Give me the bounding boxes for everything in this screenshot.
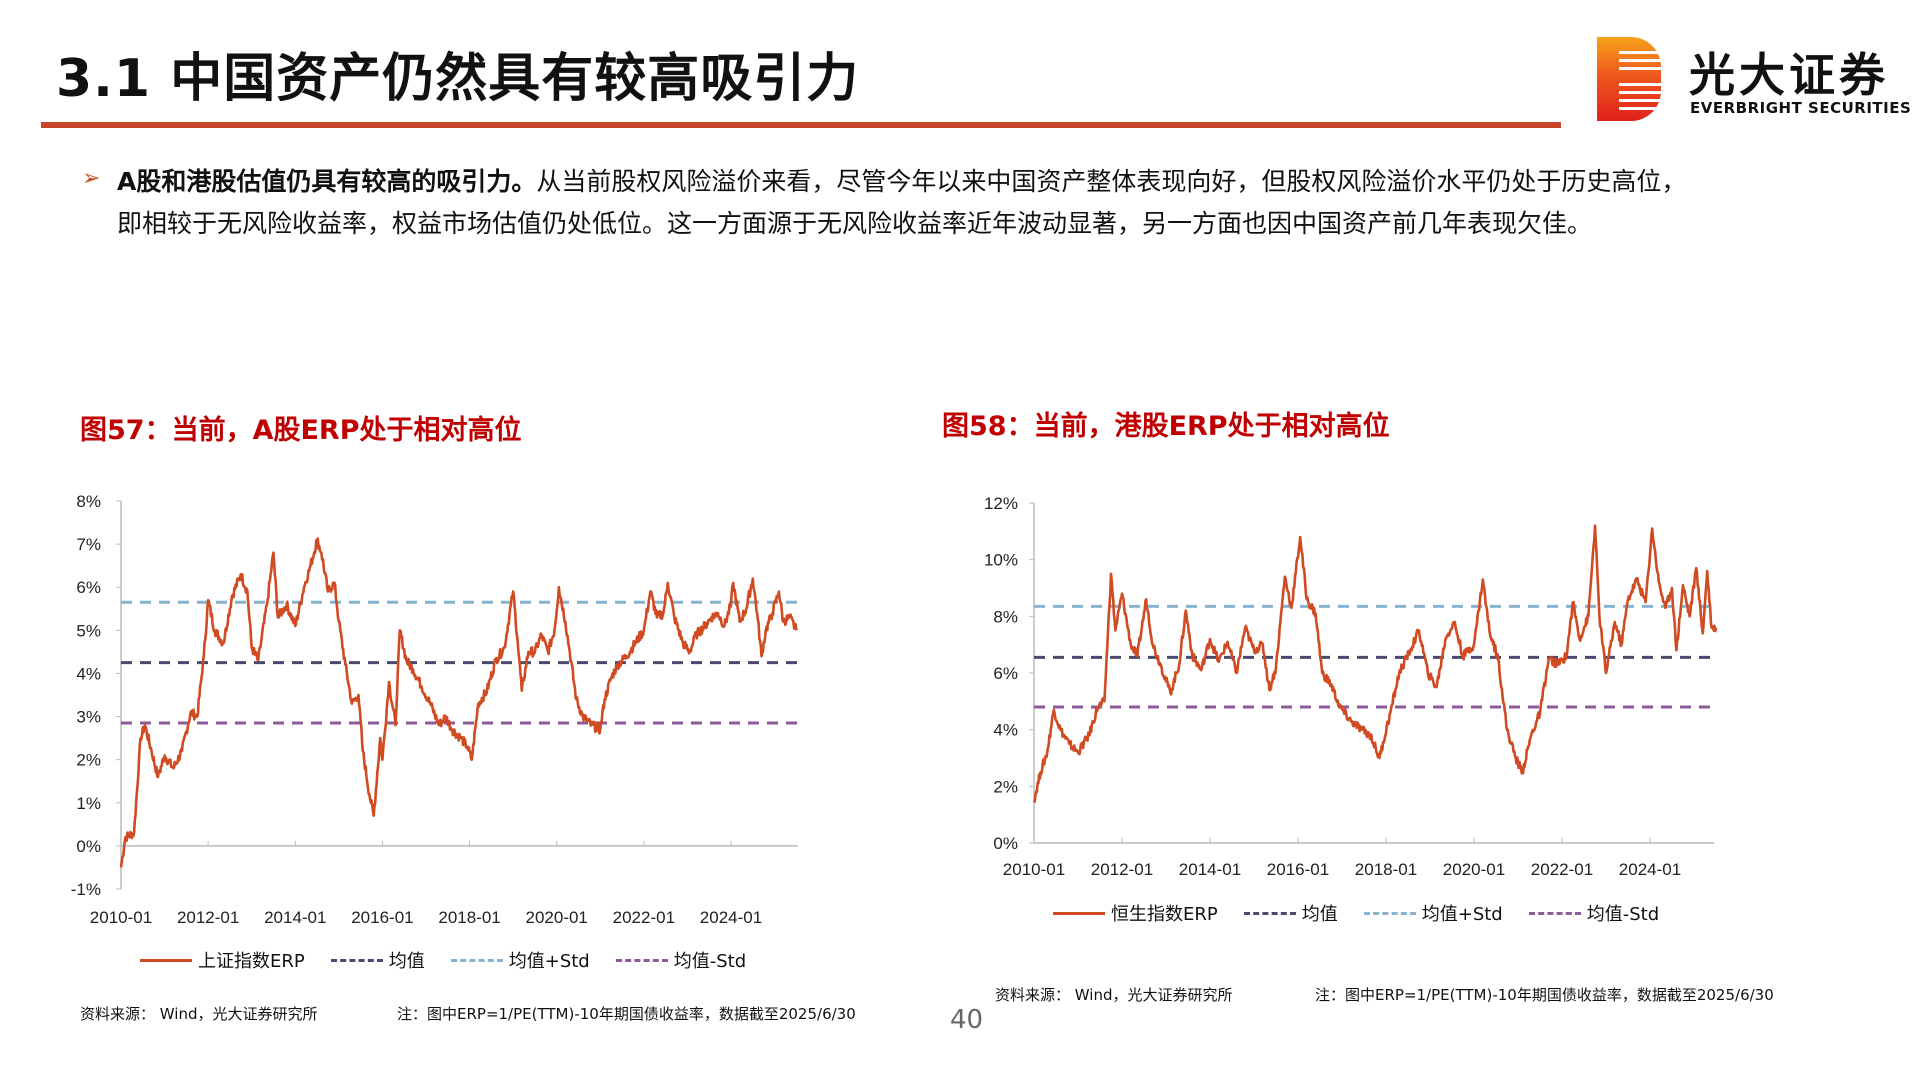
chart-58-legend: 恒生指数ERP 均值 均值+Std 均值-Std <box>1053 900 1659 926</box>
legend-dash-icon <box>615 958 668 962</box>
logo-chinese-name: 光大证券 <box>1689 48 1889 102</box>
x-tick-label: 2012-01 <box>177 908 239 927</box>
bullet-lead: A股和港股估值仍具有较高的吸引力。 <box>117 167 537 196</box>
y-tick-label: 3% <box>76 708 101 727</box>
legend-label: 均值+Std <box>508 951 590 972</box>
y-tick-label: 6% <box>993 664 1018 683</box>
legend-label: 均值 <box>388 951 425 972</box>
x-tick-label: 2024-01 <box>1619 860 1681 879</box>
y-tick-label: 4% <box>993 721 1018 740</box>
y-tick-label: 5% <box>76 621 101 640</box>
chart-57-title: 图57：当前，A股ERP处于相对高位 <box>80 415 522 446</box>
legend-minus-std: 均值-Std <box>615 947 747 973</box>
y-tick-label: 12% <box>984 494 1018 513</box>
y-tick-label: 4% <box>76 664 101 683</box>
legend-series: 上证指数ERP <box>140 947 305 973</box>
y-tick-label: 1% <box>76 794 101 813</box>
y-tick-label: 8% <box>76 492 101 511</box>
legend-dash-icon <box>450 958 503 962</box>
legend-label: 均值-Std <box>673 951 747 972</box>
chart-58-source: 资料来源： Wind，光大证券研究所 <box>995 986 1233 1004</box>
x-tick-label: 2016-01 <box>1267 860 1329 879</box>
x-tick-label: 2014-01 <box>264 908 326 927</box>
y-tick-label: 2% <box>76 751 101 770</box>
legend-minus-std: 均值-Std <box>1528 900 1660 926</box>
bullet-arrow-icon: ➢ <box>82 166 101 191</box>
y-tick-label: 0% <box>993 834 1018 853</box>
legend-plus-std: 均值+Std <box>450 947 590 973</box>
legend-label: 上证指数ERP <box>198 951 305 972</box>
title-divider <box>41 122 1561 128</box>
legend-dash-icon <box>330 958 383 962</box>
y-tick-label: -1% <box>71 880 101 899</box>
y-tick-label: 0% <box>76 837 101 856</box>
page-number: 40 <box>950 1005 984 1035</box>
legend-solid-line-icon <box>1053 911 1105 915</box>
x-tick-label: 2024-01 <box>700 908 762 927</box>
legend-dash-icon <box>1528 911 1581 915</box>
legend-dash-icon <box>1243 911 1296 915</box>
x-tick-label: 2018-01 <box>1355 860 1417 879</box>
logo-b-mark-icon <box>1597 37 1661 121</box>
y-tick-label: 10% <box>984 551 1018 570</box>
x-tick-label: 2022-01 <box>1531 860 1593 879</box>
legend-label: 均值 <box>1301 904 1338 925</box>
x-tick-label: 2020-01 <box>526 908 588 927</box>
chart-57-legend: 上证指数ERP 均值 均值+Std 均值-Std <box>140 947 746 973</box>
bullet-rest: 从当前股权风险溢价来看，尽管今年以来中国资产整体表现向好，但股权风险溢价水平仍处… <box>536 167 1687 196</box>
legend-label: 均值+Std <box>1421 904 1503 925</box>
x-tick-label: 2010-01 <box>90 908 152 927</box>
y-tick-label: 8% <box>993 607 1018 626</box>
legend-mean: 均值 <box>1243 900 1338 926</box>
x-tick-label: 2020-01 <box>1443 860 1505 879</box>
chart-57-note: 注：图中ERP=1/PE(TTM)-10年期国债收益率，数据截至2025/6/3… <box>397 1005 856 1023</box>
page-title: 3.1 中国资产仍然具有较高吸引力 <box>56 49 860 109</box>
erp-series-line <box>1032 524 1718 803</box>
legend-label: 均值-Std <box>1586 904 1660 925</box>
legend-solid-line-icon <box>140 958 192 962</box>
chart-58-title: 图58：当前，港股ERP处于相对高位 <box>942 411 1390 442</box>
chart-57-source: 资料来源： Wind，光大证券研究所 <box>80 1005 318 1023</box>
x-tick-label: 2018-01 <box>438 908 500 927</box>
y-tick-label: 2% <box>993 777 1018 796</box>
legend-plus-std: 均值+Std <box>1363 900 1503 926</box>
x-tick-label: 2016-01 <box>351 908 413 927</box>
logo-english-name: EVERBRIGHT SECURITIES <box>1690 99 1912 117</box>
x-tick-label: 2010-01 <box>1003 860 1065 879</box>
legend-mean: 均值 <box>330 947 425 973</box>
y-tick-label: 7% <box>76 535 101 554</box>
x-tick-label: 2012-01 <box>1091 860 1153 879</box>
legend-series: 恒生指数ERP <box>1053 900 1218 926</box>
bullet-text-line-1: A股和港股估值仍具有较高的吸引力。从当前股权风险溢价来看，尽管今年以来中国资产整… <box>117 162 1686 198</box>
everbright-logo: 光大证券 EVERBRIGHT SECURITIES <box>1597 37 1911 121</box>
chart-58-note: 注：图中ERP=1/PE(TTM)-10年期国债收益率，数据截至2025/6/3… <box>1315 986 1774 1004</box>
erp-series-line <box>119 537 798 868</box>
legend-label: 恒生指数ERP <box>1111 904 1218 925</box>
y-tick-label: 6% <box>76 578 101 597</box>
legend-dash-icon <box>1363 911 1416 915</box>
x-tick-label: 2014-01 <box>1179 860 1241 879</box>
bullet-text-line-2: 即相较于无风险收益率，权益市场估值仍处低位。这一方面源于无风险收益率近年波动显著… <box>117 209 1593 238</box>
x-tick-label: 2022-01 <box>613 908 675 927</box>
